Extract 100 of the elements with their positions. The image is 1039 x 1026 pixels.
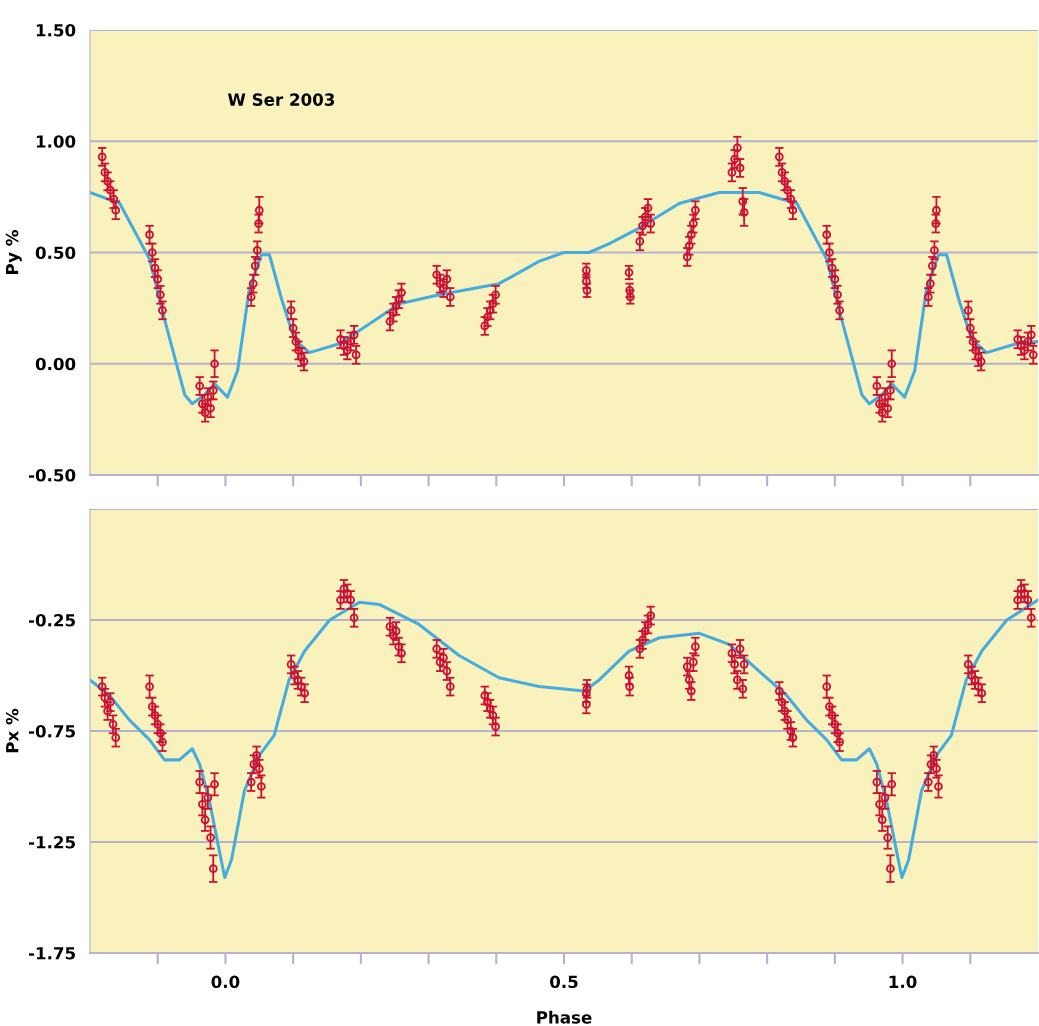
point [923, 292, 933, 302]
point [684, 675, 694, 685]
point [825, 702, 834, 711]
point [684, 241, 694, 251]
point [963, 660, 973, 669]
point [203, 793, 213, 802]
point [439, 653, 448, 663]
point [195, 777, 205, 787]
point [1020, 346, 1029, 355]
point [385, 317, 395, 326]
point [727, 168, 737, 177]
point [635, 644, 645, 654]
point [206, 833, 215, 842]
point [198, 799, 207, 809]
point [625, 682, 635, 691]
point [822, 682, 832, 691]
point [686, 686, 696, 696]
point [252, 751, 261, 760]
point [963, 305, 973, 315]
point [624, 671, 634, 680]
y-tick-label: -0.25 [28, 613, 75, 627]
point [195, 381, 205, 391]
point [872, 777, 882, 787]
point [1028, 350, 1038, 360]
point [210, 359, 219, 369]
point [887, 359, 897, 369]
point [1013, 334, 1023, 344]
point [346, 595, 356, 605]
point [145, 230, 154, 240]
point [682, 252, 692, 262]
point [581, 277, 591, 286]
point [432, 270, 442, 280]
point [732, 143, 742, 153]
y-tick-label: -0.75 [28, 724, 75, 738]
point [480, 691, 490, 700]
point [581, 688, 591, 698]
point [349, 613, 359, 623]
point [739, 208, 749, 217]
y-tick-label: -1.25 [28, 835, 75, 849]
x-tick-label: 0.0 [211, 975, 240, 989]
point [111, 733, 121, 743]
point [690, 205, 700, 215]
y-tick-label: -0.50 [28, 468, 76, 482]
y-tick-label: 0.50 [35, 246, 76, 260]
point [286, 660, 296, 669]
point [208, 864, 218, 874]
y-tick-label: 1.50 [36, 23, 76, 37]
point [336, 595, 345, 605]
point [397, 648, 406, 658]
point [883, 833, 893, 842]
point [886, 864, 895, 874]
point [929, 751, 939, 760]
point [638, 635, 647, 645]
point [976, 357, 986, 366]
point [977, 688, 987, 698]
point [686, 230, 696, 240]
point [646, 611, 656, 620]
point [147, 702, 157, 711]
point [105, 697, 115, 707]
point [442, 274, 452, 284]
point [388, 308, 398, 317]
x-axis-title: Phase [537, 1010, 592, 1024]
point [254, 205, 264, 215]
point [738, 684, 748, 694]
point [111, 205, 121, 215]
point [206, 403, 215, 413]
point [925, 279, 935, 289]
point [788, 733, 798, 743]
point [208, 386, 218, 395]
point [145, 682, 154, 691]
point [435, 657, 445, 667]
point [103, 176, 112, 186]
point [624, 268, 634, 277]
point [822, 230, 832, 240]
point [739, 660, 749, 669]
point [883, 403, 893, 413]
point [774, 152, 784, 162]
point [877, 408, 887, 418]
point [735, 644, 745, 654]
point [397, 288, 406, 297]
point [388, 631, 398, 640]
point [339, 584, 349, 594]
point [299, 357, 309, 366]
point [788, 205, 798, 215]
point [926, 759, 936, 769]
point [442, 666, 452, 676]
point [445, 682, 455, 691]
y-axis-title: Py % [5, 230, 22, 274]
point [491, 290, 500, 300]
point [480, 321, 490, 331]
point [774, 686, 784, 696]
y-axis-title: Px % [5, 708, 19, 753]
y-tick-label: -1.75 [28, 947, 75, 960]
point [108, 719, 118, 729]
point [103, 706, 112, 716]
point [147, 248, 157, 257]
point [351, 350, 361, 360]
point [1013, 595, 1023, 605]
point [256, 782, 266, 791]
point [246, 777, 256, 787]
